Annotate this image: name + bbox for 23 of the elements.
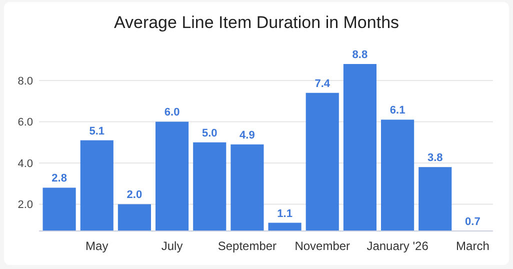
data-label: 3.8 (427, 152, 443, 164)
x-tick-label: July (161, 239, 183, 253)
data-label: 4.9 (240, 129, 255, 142)
x-tick-label: March (456, 239, 490, 253)
data-label: 2.0 (126, 189, 142, 202)
data-label: 8.8 (352, 49, 368, 61)
data-label: 6.1 (390, 104, 406, 117)
data-label: 0.7 (465, 216, 480, 228)
data-label: 7.4 (314, 78, 331, 90)
data-label: 5.0 (202, 127, 218, 140)
x-tick-label: September (218, 239, 277, 253)
y-tick-label: 6.0 (18, 116, 33, 129)
x-tick-label: November (294, 239, 350, 253)
data-label: 1.1 (277, 208, 292, 220)
x-tick-label: January '26 (366, 239, 429, 253)
x-tick-label: May (86, 239, 108, 253)
y-tick-label: 8.0 (18, 75, 33, 88)
data-label: 6.0 (164, 106, 180, 119)
y-tick-label: 2.0 (18, 199, 33, 212)
chart-title: Average Line Item Duration in Months (114, 13, 400, 32)
data-label: 5.1 (89, 125, 105, 138)
y-tick-label: 4.0 (18, 158, 33, 170)
data-label: 2.8 (52, 172, 67, 185)
